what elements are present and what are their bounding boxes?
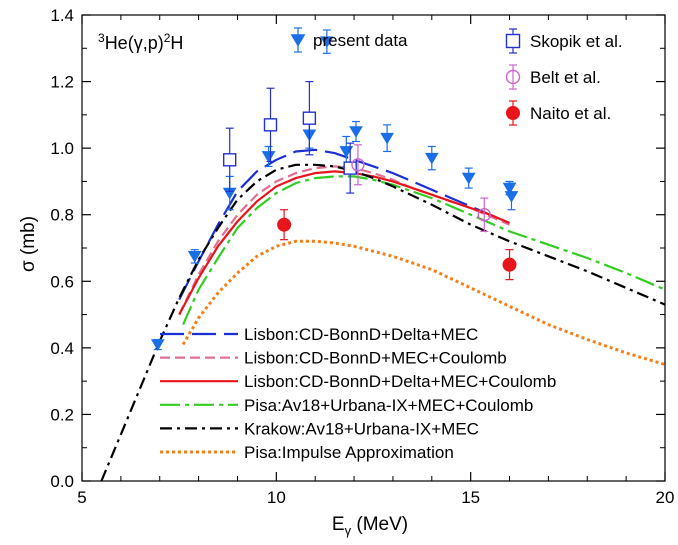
y-tick-label: 0.6 <box>50 272 74 291</box>
curve-krakow <box>100 163 666 482</box>
y-tick-label: 1.4 <box>50 6 74 25</box>
marker-square <box>222 153 237 167</box>
legend-entry-lisbon_full: Lisbon:CD-BonnD+Delta+MEC+Coulomb <box>160 372 556 391</box>
marker-triangle <box>380 132 394 145</box>
marker-circle-open <box>351 158 365 172</box>
series-naito <box>277 209 517 281</box>
legend-entry-pisa: Pisa:Av18+Urbana-IX+MEC+Coulomb <box>160 396 533 415</box>
y-axis-label: σ (mb) <box>18 216 39 272</box>
legend-entry-belt: Belt et al. <box>505 64 601 90</box>
legend-label: Pisa:Av18+Urbana-IX+MEC+Coulomb <box>244 396 533 415</box>
marker-triangle <box>504 191 519 203</box>
legend-label: Lisbon:CD-BonnD+MEC+Coulomb <box>244 349 507 368</box>
curve-legend: Lisbon:CD-BonnD+Delta+MEC Lisbon:CD-BonnD… <box>160 325 556 462</box>
legend-label: Lisbon:CD-BonnD+Delta+MEC <box>244 325 478 344</box>
y-tick-label: 0.8 <box>50 206 74 225</box>
x-axis-label: Eγ (MeV) <box>332 514 408 538</box>
marker-circle-open <box>505 69 521 85</box>
legend-entry-naito: Naito et al. <box>506 100 611 126</box>
curve-lisbon_delta <box>178 148 510 301</box>
series-skopik <box>222 80 357 194</box>
marker-triangle <box>319 36 334 49</box>
legend-entry-pisa_ia: Pisa:Impulse Approximation <box>160 443 454 462</box>
x-tick-label: 15 <box>461 488 480 507</box>
marker-triangle <box>339 146 354 158</box>
marker-square <box>302 111 317 125</box>
legend-label: Belt et al. <box>530 68 601 87</box>
legend-entry-krakow: Krakow:Av18+Urbana-IX+MEC <box>160 419 479 438</box>
curve-pisa_ia <box>181 239 666 366</box>
marker-triangle <box>502 182 517 195</box>
marker-circle-filled <box>502 257 517 272</box>
reaction-post-sup: 2 <box>164 31 171 45</box>
marker-triangle <box>349 126 363 138</box>
legend-label: Lisbon:CD-BonnD+Delta+MEC+Coulomb <box>244 372 556 391</box>
legend-label: Skopik et al. <box>530 32 623 51</box>
legend-label: Krakow:Av18+Urbana-IX+MEC <box>244 419 479 438</box>
reaction-post: H <box>170 33 183 53</box>
y-tick-label: 1.2 <box>50 73 74 92</box>
reaction-mid: He(γ,p) <box>105 33 164 53</box>
reaction-annotation: 3He(γ,p)2H <box>98 31 183 53</box>
reaction-pre: 3 <box>98 31 105 45</box>
marker-circle-filled <box>277 217 292 232</box>
marker-triangle <box>261 151 276 163</box>
marker-circle-filled <box>506 106 520 120</box>
x-axis-label-main: E <box>332 514 345 535</box>
marker-triangle <box>187 251 202 263</box>
x-tick-label: 10 <box>267 488 286 507</box>
legend-entry-lisbon_delta: Lisbon:CD-BonnD+Delta+MEC <box>160 325 478 344</box>
marker-triangle <box>150 339 165 351</box>
x-axis-label-unit: (MeV) <box>351 514 408 535</box>
x-tick-label: 5 <box>77 488 86 507</box>
y-tick-label: 0.0 <box>50 472 74 491</box>
y-tick-label: 0.2 <box>50 405 74 424</box>
data-legend: present data Skopik et al. Belt et al. Nait… <box>290 27 623 126</box>
legend-entry-lisbon_coul: Lisbon:CD-BonnD+MEC+Coulomb <box>160 349 507 368</box>
legend-entry-present: present data <box>290 27 408 53</box>
marker-circle-open <box>477 208 491 222</box>
curve-pisa <box>182 175 666 326</box>
axis-ticks: 5 10 15 20 0.0 0.2 0.4 0.6 0.8 1.0 1.2 1.4 <box>50 6 674 507</box>
marker-square <box>505 33 521 49</box>
series-belt <box>351 144 491 232</box>
marker-square <box>263 118 278 132</box>
marker-triangle <box>290 34 306 47</box>
marker-triangle <box>461 172 476 185</box>
legend-label: Naito et al. <box>530 104 611 123</box>
legend-label: present data <box>313 31 408 50</box>
series-present <box>150 29 519 351</box>
marker-square <box>343 161 357 175</box>
y-tick-label: 1.0 <box>50 139 74 158</box>
y-tick-label: 0.4 <box>50 339 74 358</box>
data-points <box>150 29 519 351</box>
x-tick-label: 20 <box>656 488 675 507</box>
legend-label: Pisa:Impulse Approximation <box>244 443 454 462</box>
x-axis-label-sub: γ <box>345 523 352 538</box>
legend-entry-skopik: Skopik et al. <box>505 28 623 54</box>
marker-triangle <box>424 152 439 165</box>
